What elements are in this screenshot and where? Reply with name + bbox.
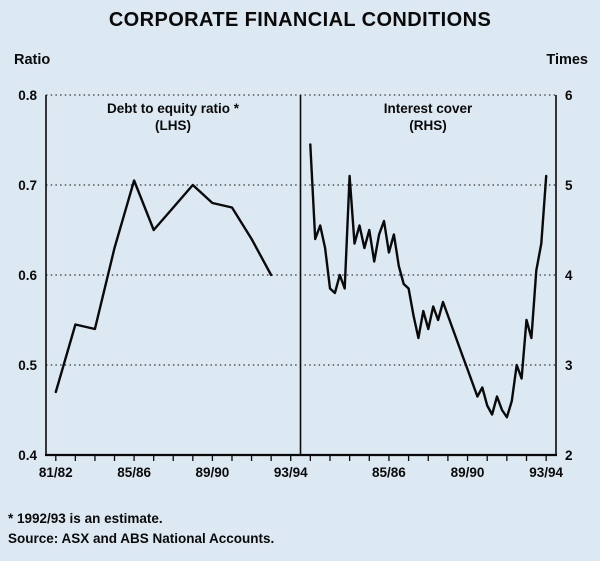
footnote-estimate: * 1992/93 is an estimate. bbox=[8, 511, 163, 526]
left-axis-tick-label: 0.6 bbox=[18, 268, 37, 283]
x-axis-tick-label: 89/90 bbox=[196, 465, 230, 480]
annotation-interest-cover-line2: (RHS) bbox=[409, 118, 447, 133]
x-axis-tick-label: 93/94 bbox=[274, 465, 308, 480]
x-axis-tick-label: 93/94 bbox=[529, 465, 563, 480]
x-axis-tick-label: 81/82 bbox=[39, 465, 73, 480]
right-axis-tick-label: 6 bbox=[565, 88, 573, 103]
footnotes: * 1992/93 is an estimate. Source: ASX an… bbox=[8, 509, 274, 549]
series-right bbox=[309, 143, 548, 419]
left-axis-unit-label: Ratio bbox=[14, 52, 51, 68]
x-axis-tick-label: 89/90 bbox=[451, 465, 485, 480]
right-axis-unit-label: Times bbox=[546, 52, 588, 68]
right-axis-tick-label: 5 bbox=[565, 178, 573, 193]
right-axis-tick-label: 2 bbox=[565, 448, 573, 463]
left-axis-tick-label: 0.4 bbox=[18, 448, 37, 463]
annotation-interest-cover-line1: Interest cover bbox=[383, 101, 473, 116]
series-left bbox=[54, 179, 273, 394]
right-axis-tick-label: 4 bbox=[565, 268, 573, 283]
footnote-source: Source: ASX and ABS National Accounts. bbox=[8, 531, 275, 546]
right-axis-tick-label: 3 bbox=[565, 358, 573, 373]
x-axis-tick-label: 85/86 bbox=[372, 465, 406, 480]
annotation-interest-cover: Interest cover (RHS) bbox=[323, 100, 533, 134]
left-axis-tick-label: 0.5 bbox=[18, 358, 37, 373]
annotation-debt-to-equity-line1: Debt to equity ratio * bbox=[106, 101, 239, 116]
annotation-debt-to-equity: Debt to equity ratio * (LHS) bbox=[68, 100, 278, 134]
chart-title: CORPORATE FINANCIAL CONDITIONS bbox=[108, 9, 492, 31]
left-axis-tick-label: 0.7 bbox=[18, 178, 37, 193]
annotation-debt-to-equity-line2: (LHS) bbox=[155, 118, 191, 133]
left-axis-tick-label: 0.8 bbox=[18, 88, 37, 103]
x-axis-tick-label: 85/86 bbox=[117, 465, 151, 480]
